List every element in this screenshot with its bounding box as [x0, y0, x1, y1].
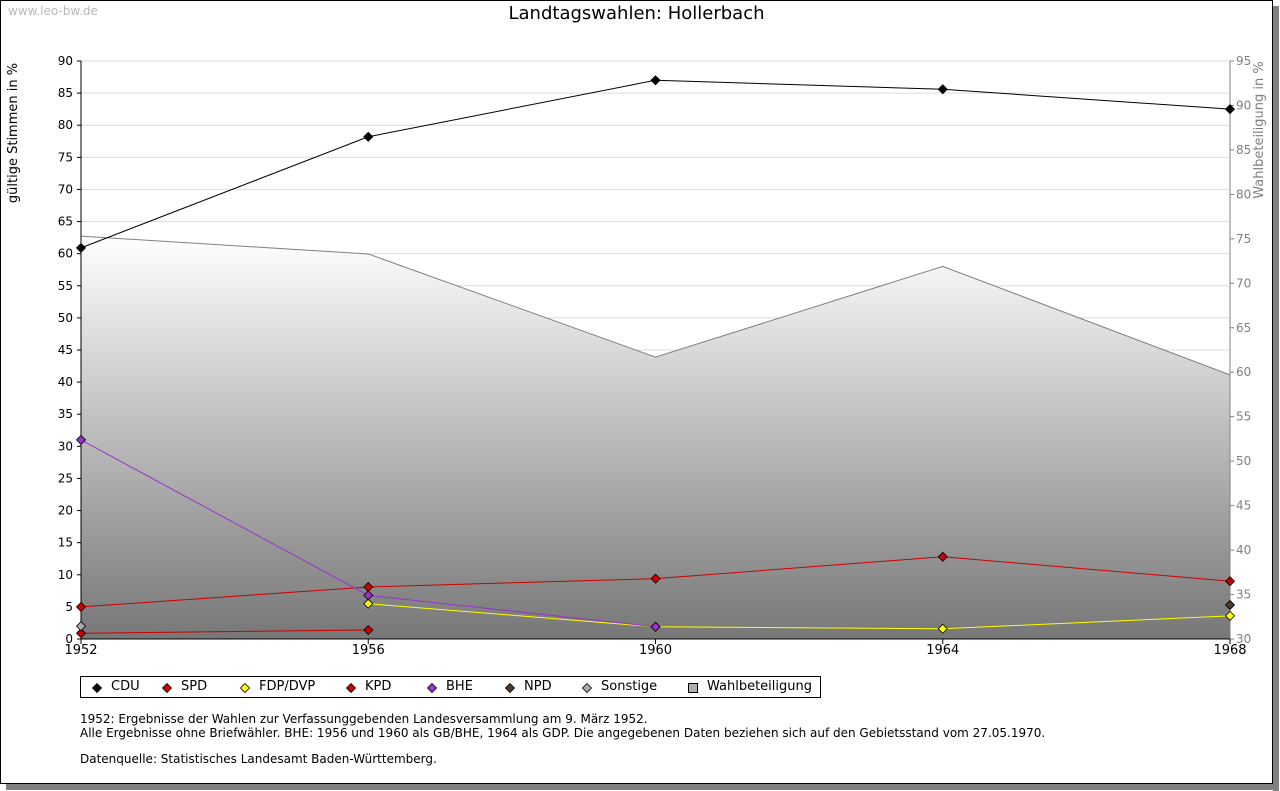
- legend-marker: [345, 682, 357, 694]
- y-left-tick-label: 30: [58, 439, 73, 453]
- chart-title: Landtagswahlen: Hollerbach: [508, 3, 765, 24]
- y-right-tick-label: 85: [1236, 143, 1251, 157]
- y-right-tick-label: 65: [1236, 321, 1251, 335]
- x-tick-label: 1968: [1213, 643, 1246, 658]
- y-right-tick-label: 70: [1236, 276, 1251, 290]
- y-left-tick-label: 20: [58, 504, 73, 518]
- legend-marker: [239, 682, 251, 694]
- data-point-spd: [650, 573, 661, 584]
- legend-label: CDU: [111, 679, 140, 694]
- legend-label: NPD: [524, 679, 552, 694]
- y-right-tick-label: 45: [1236, 499, 1251, 513]
- y-left-tick-label: 25: [58, 471, 73, 485]
- x-tick-label: 1952: [64, 643, 97, 658]
- data-point-kpd: [75, 628, 87, 639]
- y-axis-left-label: gültige Stimmen in %: [6, 63, 21, 203]
- note-line-1: 1952: Ergebnisse der Wahlen zur Verfassu…: [80, 712, 648, 726]
- legend-marker: [688, 683, 698, 693]
- data-point-fdpdvp: [363, 598, 374, 609]
- data-point-cdu: [363, 131, 374, 142]
- y-left-tick-label: 60: [58, 247, 73, 261]
- turnout-area: [80, 235, 1231, 639]
- series-markers: [75, 75, 1236, 639]
- y-right-tick-label: 40: [1236, 543, 1251, 557]
- y-left-tick-label: 80: [58, 118, 73, 132]
- data-point-bhe: [650, 621, 661, 632]
- y-right-tick-label: 90: [1236, 98, 1251, 112]
- y-left-tick-label: 65: [58, 215, 73, 229]
- frame-shadow-bottom: [6, 784, 1279, 790]
- data-point-fdpdvp: [937, 623, 948, 634]
- data-point-npd: [1224, 599, 1236, 611]
- legend-label: FDP/DVP: [259, 679, 316, 694]
- data-point-spd: [75, 601, 87, 612]
- data-point-spd: [937, 551, 948, 562]
- y-left-tick-label: 75: [58, 150, 73, 164]
- y-left-tick-label: 90: [58, 54, 73, 68]
- watermark: www.leo-bw.de: [8, 4, 98, 18]
- legend-marker: [91, 682, 103, 694]
- x-tick-label: 1960: [639, 643, 672, 658]
- data-point-spd: [1224, 576, 1236, 587]
- series-line-kpd: [80, 629, 369, 634]
- y-right-tick-label: 80: [1236, 187, 1251, 201]
- note-line-2: Alle Ergebnisse ohne Briefwähler. BHE: 1…: [80, 726, 1046, 740]
- data-point-cdu: [1224, 104, 1236, 115]
- data-point-sonstige: [75, 621, 87, 632]
- y-left-tick-label: 5: [65, 600, 73, 614]
- data-point-cdu: [650, 75, 661, 86]
- chart-plot: 0 5 10 15 20 25 30 35 40 45 50 55 60 65 70 75 80 85 90 30 35…: [6, 54, 1267, 658]
- series-line-cdu: [80, 79, 1231, 249]
- frame-shadow-right: [1273, 6, 1279, 791]
- legend: CDU SPD FDP/DVP KPD BHE NPD Sonstige Wahlbeteil…: [80, 676, 821, 698]
- y-left-tick-label: 50: [58, 311, 73, 325]
- legend-label: SPD: [181, 679, 208, 694]
- legend-label: Sonstige: [601, 679, 658, 694]
- data-point-kpd: [363, 624, 374, 636]
- y-left-tick-label: 40: [58, 375, 73, 389]
- y-left-tick-label: 55: [58, 279, 73, 293]
- data-point-bhe: [363, 590, 374, 601]
- data-point-fdpdvp: [1224, 610, 1236, 621]
- legend-marker: [581, 682, 593, 694]
- x-tick-label: 1964: [926, 643, 959, 658]
- legend-label: Wahlbeteiligung: [707, 679, 813, 694]
- data-point-cdu: [75, 242, 87, 253]
- data-point-bhe: [75, 434, 87, 445]
- data-source: Datenquelle: Statistisches Landesamt Bad…: [80, 752, 437, 766]
- data-point-cdu: [937, 84, 948, 95]
- y-right-tick-label: 55: [1236, 410, 1251, 424]
- legend-marker: [161, 682, 173, 694]
- legend-label: KPD: [365, 679, 392, 694]
- y-right-tick-label: 50: [1236, 454, 1251, 468]
- y-right-tick-label: 35: [1236, 588, 1251, 602]
- legend-marker: [426, 682, 438, 694]
- series-line-fdpdvp: [368, 603, 1231, 630]
- turnout-area-fill: [81, 236, 1230, 639]
- y-right-tick-label: 60: [1236, 365, 1251, 379]
- y-left-tick-label: 0: [65, 632, 73, 646]
- axes: 0 5 10 15 20 25 30 35 40 45 50 55 60 65 70 75 80 85 90 30 35…: [58, 54, 1252, 658]
- y-left-tick-label: 45: [58, 343, 73, 357]
- y-left-tick-label: 10: [58, 568, 73, 582]
- y-right-tick-label: 95: [1236, 54, 1251, 68]
- y-axis-right-label: Wahlbeteiligung in %: [1252, 61, 1267, 198]
- footnotes: 1952: Ergebnisse der Wahlen zur Verfassu…: [80, 712, 1045, 766]
- y-left-tick-label: 35: [58, 407, 73, 421]
- y-right-tick-label: 75: [1236, 232, 1251, 246]
- y-left-tick-label: 15: [58, 536, 73, 550]
- legend-label: BHE: [446, 679, 473, 694]
- y-right-tick-label: 30: [1236, 632, 1251, 646]
- y-left-tick-label: 70: [58, 182, 73, 196]
- y-left-tick-label: 85: [58, 86, 73, 100]
- turnout-line: [80, 235, 1231, 376]
- x-tick-label: 1956: [352, 643, 385, 658]
- legend-marker: [504, 682, 516, 694]
